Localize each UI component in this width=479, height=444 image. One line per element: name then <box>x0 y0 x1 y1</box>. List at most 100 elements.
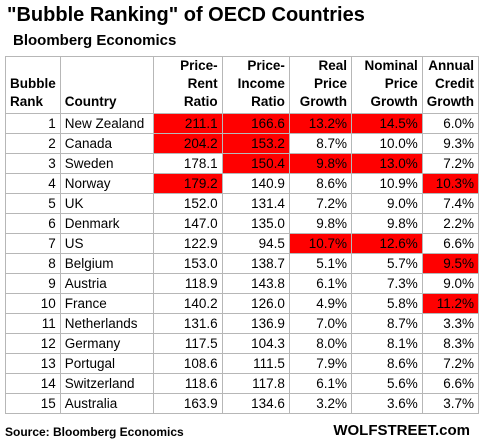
cell-real-price-growth: 10.7% <box>288 233 353 254</box>
column-header-real-price-growth: Real Price Growth <box>288 56 353 114</box>
source-note: Source: Bloomberg Economics <box>5 425 184 439</box>
column-header-credit-growth: Annual Credit Growth <box>421 56 479 114</box>
column-header-line: Income <box>237 76 285 91</box>
cell-country: Australia <box>59 393 155 414</box>
table-row: 5 UK 152.0 131.4 7.2% 9.0% 7.4% <box>5 193 479 214</box>
cell-country: Austria <box>59 273 155 294</box>
cell-credit-growth: 9.0% <box>421 273 479 294</box>
table-row: 1 New Zealand 211.1 166.6 13.2% 14.5% 6.0% <box>5 113 479 134</box>
column-header-line: Growth <box>299 94 348 109</box>
cell-nominal-price-growth: 10.9% <box>351 173 423 194</box>
column-header-line: Price <box>384 76 418 91</box>
cell-price-rent: 179.2 <box>153 173 223 194</box>
cell-price-rent: 117.5 <box>153 333 223 354</box>
table-row: 4 Norway 179.2 140.9 8.6% 10.9% 10.3% <box>5 173 479 194</box>
table-row: 8 Belgium 153.0 138.7 5.1% 5.7% 9.5% <box>5 253 479 274</box>
cell-credit-growth: 3.3% <box>421 313 479 334</box>
column-header-price-rent: Price- Rent Ratio <box>153 56 223 114</box>
cell-rank: 2 <box>5 133 61 154</box>
cell-price-rent: 131.6 <box>153 313 223 334</box>
cell-price-income: 131.4 <box>221 193 290 214</box>
column-header-line: Price <box>313 76 348 91</box>
cell-price-rent: 108.6 <box>153 353 223 374</box>
cell-credit-growth: 7.2% <box>421 153 479 174</box>
cell-rank: 1 <box>5 113 61 134</box>
cell-real-price-growth: 7.9% <box>288 353 353 374</box>
cell-price-income: 143.8 <box>221 273 290 294</box>
cell-price-rent: 147.0 <box>153 213 223 234</box>
cell-real-price-growth: 9.8% <box>288 213 353 234</box>
cell-real-price-growth: 13.2% <box>288 113 353 134</box>
cell-rank: 3 <box>5 153 61 174</box>
column-header-line: Bubble <box>10 76 56 91</box>
column-header-price-income: Price- Income Ratio <box>221 56 290 114</box>
cell-country: Germany <box>59 333 155 354</box>
brand-logo-text: WOLFSTREET.com <box>333 422 470 439</box>
column-header-line: Price- <box>247 58 285 73</box>
cell-rank: 7 <box>5 233 61 254</box>
cell-price-income: 166.6 <box>221 113 290 134</box>
cell-price-income: 150.4 <box>221 153 290 174</box>
table-row: 7 US 122.9 94.5 10.7% 12.6% 6.6% <box>5 233 479 254</box>
cell-credit-growth: 2.2% <box>421 213 479 234</box>
cell-real-price-growth: 6.1% <box>288 273 353 294</box>
cell-nominal-price-growth: 5.6% <box>351 373 423 394</box>
cell-rank: 12 <box>5 333 61 354</box>
cell-rank: 11 <box>5 313 61 334</box>
table-row: 11 Netherlands 131.6 136.9 7.0% 8.7% 3.3% <box>5 313 479 334</box>
table-row: 13 Portugal 108.6 111.5 7.9% 8.6% 7.2% <box>5 353 479 374</box>
cell-credit-growth: 7.2% <box>421 353 479 374</box>
cell-nominal-price-growth: 8.6% <box>351 353 423 374</box>
cell-rank: 6 <box>5 213 61 234</box>
column-header-line: Growth <box>426 94 474 109</box>
column-header-line: Ratio <box>183 94 218 109</box>
cell-credit-growth: 6.0% <box>421 113 479 134</box>
cell-price-rent: 122.9 <box>153 233 223 254</box>
cell-price-rent: 211.1 <box>153 113 223 134</box>
cell-country: Switzerland <box>59 373 155 394</box>
cell-rank: 8 <box>5 253 61 274</box>
table-row: 3 Sweden 178.1 150.4 9.8% 13.0% 7.2% <box>5 153 479 174</box>
column-header-line: Ratio <box>251 94 285 109</box>
cell-country: New Zealand <box>59 113 155 134</box>
cell-nominal-price-growth: 8.7% <box>351 313 423 334</box>
cell-price-income: 104.3 <box>221 333 290 354</box>
cell-price-rent: 178.1 <box>153 153 223 174</box>
cell-country: Norway <box>59 173 155 194</box>
cell-credit-growth: 6.6% <box>421 233 479 254</box>
chart-title: "Bubble Ranking" of OECD Countries <box>7 4 365 26</box>
column-header-line: Rank <box>10 94 44 109</box>
cell-price-income: 111.5 <box>221 353 290 374</box>
cell-price-income: 140.9 <box>221 173 290 194</box>
cell-real-price-growth: 8.0% <box>288 333 353 354</box>
ranking-table: Bubble Rank Country Price- Rent Ratio Price- In… <box>5 56 479 414</box>
cell-price-income: 117.8 <box>221 373 290 394</box>
cell-rank: 14 <box>5 373 61 394</box>
cell-price-rent: 118.9 <box>153 273 223 294</box>
column-header-line: Price- <box>180 58 218 73</box>
column-header-country: Country <box>59 56 155 114</box>
table-body: 1 New Zealand 211.1 166.6 13.2% 14.5% 6.0% 2 Can… <box>5 113 479 414</box>
cell-credit-growth: 7.4% <box>421 193 479 214</box>
cell-price-income: 134.6 <box>221 393 290 414</box>
column-header-line: Rent <box>187 76 218 91</box>
cell-price-rent: 153.0 <box>153 253 223 274</box>
cell-credit-growth: 8.3% <box>421 333 479 354</box>
cell-real-price-growth: 9.8% <box>288 153 353 174</box>
column-header-line: Real <box>318 58 348 73</box>
cell-country: Portugal <box>59 353 155 374</box>
table-row: 2 Canada 204.2 153.2 8.7% 10.0% 9.3% <box>5 133 479 154</box>
cell-credit-growth: 9.3% <box>421 133 479 154</box>
column-header-line: Country <box>64 94 117 109</box>
table-row: 6 Denmark 147.0 135.0 9.8% 9.8% 2.2% <box>5 213 479 234</box>
cell-nominal-price-growth: 7.3% <box>351 273 423 294</box>
cell-real-price-growth: 6.1% <box>288 373 353 394</box>
cell-country: France <box>59 293 155 314</box>
table-row: 15 Australia 163.9 134.6 3.2% 3.6% 3.7% <box>5 393 479 414</box>
column-header-line: Growth <box>370 94 418 109</box>
cell-price-income: 94.5 <box>221 233 290 254</box>
cell-rank: 4 <box>5 173 61 194</box>
table-header-row: Bubble Rank Country Price- Rent Ratio Price- In… <box>5 56 479 114</box>
cell-country: UK <box>59 193 155 214</box>
cell-real-price-growth: 7.2% <box>288 193 353 214</box>
